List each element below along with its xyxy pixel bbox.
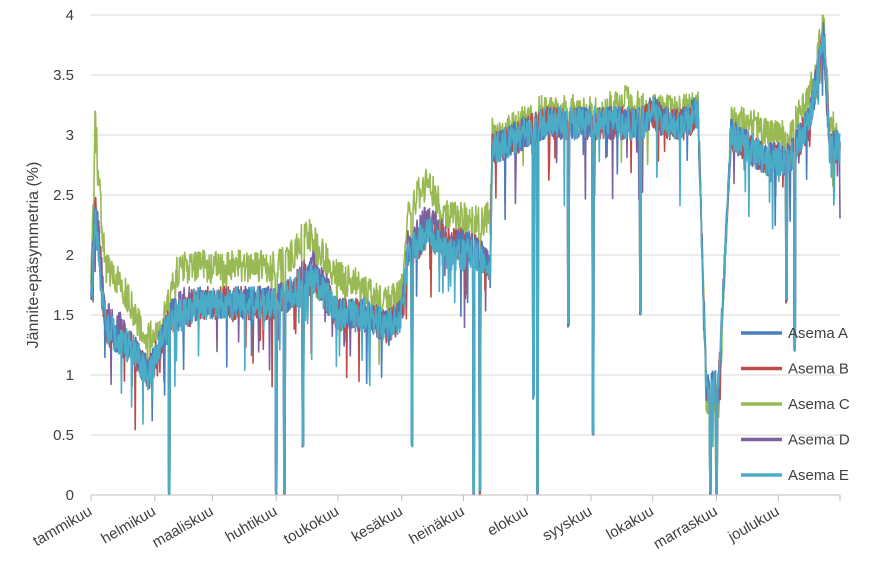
x-tick-label: huhtikuu xyxy=(223,503,281,546)
x-tick-label: toukokuu xyxy=(281,503,342,548)
x-tick-label: helmikuu xyxy=(98,503,158,548)
y-tick-label: 0.5 xyxy=(53,427,74,444)
axes xyxy=(90,494,841,501)
y-tick-label: 3 xyxy=(66,127,74,144)
y-tick-labels: 0 0.5 1 1.5 2 2.5 3 3.5 4 xyxy=(53,7,74,504)
x-tick-label: joulukuu xyxy=(725,503,783,546)
y-tick-label: 2 xyxy=(66,247,74,264)
y-tick-label: 3.5 xyxy=(53,67,74,84)
series-line-asema-e xyxy=(90,30,841,496)
x-tick-label: lokakuu xyxy=(603,503,656,544)
x-tick-label: marraskuu xyxy=(651,503,721,553)
y-tick-label: 0 xyxy=(66,487,74,504)
y-tick-label: 1 xyxy=(66,367,74,384)
y-tick-label: 2.5 xyxy=(53,187,74,204)
x-tick-label: heinäkuu xyxy=(406,503,467,548)
legend: Asema A Asema B Asema C Asema D Asema E xyxy=(741,325,850,484)
legend-label: Asema B xyxy=(788,361,849,378)
y-tick-label: 1.5 xyxy=(53,307,74,324)
y-tick-label: 4 xyxy=(66,7,74,24)
legend-label: Asema A xyxy=(788,325,848,342)
legend-label: Asema D xyxy=(788,432,850,449)
x-tick-label: tammikuu xyxy=(30,503,95,550)
y-axis-title: Jännite-epäsymmetria (%) xyxy=(25,162,42,349)
x-tick-label: elokuu xyxy=(484,503,531,540)
legend-label: Asema C xyxy=(788,396,850,413)
x-tick-label: maaliskuu xyxy=(149,503,216,551)
series-lines xyxy=(90,14,841,496)
legend-label: Asema E xyxy=(788,467,849,484)
x-tick-label: syyskuu xyxy=(540,503,595,545)
x-tick-label: kesäkuu xyxy=(349,503,406,546)
